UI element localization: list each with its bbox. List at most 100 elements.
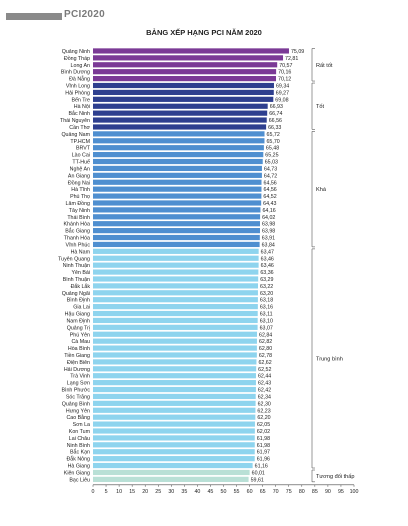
bar — [93, 456, 255, 462]
x-tick-label: 5 — [105, 489, 108, 495]
category-label: Cao Bằng — [66, 414, 90, 421]
data-label: 64,16 — [262, 208, 275, 214]
x-tick-label: 15 — [129, 489, 135, 495]
category-label: Tiền Giang — [64, 353, 90, 359]
data-label: 63,46 — [261, 263, 274, 269]
data-label: 63,91 — [262, 236, 275, 242]
category-label: Yên Bái — [71, 270, 90, 276]
data-label: 66,33 — [268, 125, 281, 131]
bar — [93, 179, 262, 185]
bar — [93, 449, 255, 455]
bar — [93, 428, 255, 434]
category-label: Hải Dương — [64, 367, 90, 373]
category-label: Sóc Trăng — [66, 394, 90, 400]
category-label: Bình Dương — [61, 70, 90, 76]
bar — [93, 152, 264, 158]
data-label: 75,09 — [291, 49, 304, 55]
category-label: Hà Tĩnh — [71, 187, 90, 193]
x-tick-label: 25 — [155, 489, 161, 495]
category-label: Ninh Thuận — [63, 263, 90, 269]
category-label: Hà Nội — [74, 104, 90, 110]
x-tick-label: 55 — [234, 489, 240, 495]
bar — [93, 221, 260, 227]
data-label: 64,52 — [263, 194, 276, 200]
data-label: 61,98 — [257, 443, 270, 449]
category-label: Bắc Kạn — [70, 449, 90, 456]
category-label: Quảng Ninh — [62, 49, 90, 55]
data-label: 59,61 — [251, 477, 264, 483]
category-label: Bạc Liêu — [69, 477, 90, 483]
data-label: 64,43 — [263, 201, 276, 207]
data-label: 65,48 — [266, 146, 279, 152]
category-label: Điện Biên — [67, 360, 90, 366]
data-label: 64,73 — [264, 166, 277, 172]
category-label: Bình Định — [67, 298, 90, 304]
category-label: Quảng Bình — [62, 401, 90, 407]
bar — [93, 103, 268, 109]
category-label: Quảng Trị — [67, 325, 90, 331]
bar — [93, 400, 256, 406]
x-tick-label: 80 — [299, 489, 305, 495]
bar — [93, 317, 258, 324]
bar — [93, 345, 257, 351]
category-label: Nghệ An — [70, 166, 90, 172]
data-label: 62,43 — [258, 381, 271, 387]
bar — [93, 324, 258, 330]
category-label: Sơn La — [73, 422, 90, 428]
category-label: BRVT — [76, 146, 91, 152]
data-label: 62,80 — [259, 346, 272, 352]
category-label: Quảng Ngãi — [62, 291, 90, 297]
bar — [93, 69, 277, 75]
category-label: Kon Tum — [69, 429, 91, 435]
category-label: Hà Nam — [71, 249, 91, 255]
data-label: 69,27 — [276, 90, 289, 96]
data-label: 66,56 — [269, 118, 282, 124]
category-label: Phú Thọ — [70, 194, 90, 200]
data-label: 65,03 — [265, 160, 278, 166]
x-tick-label: 50 — [221, 489, 227, 495]
data-label: 70,12 — [278, 77, 291, 83]
category-label: Bình Phước — [61, 388, 90, 394]
x-tick-label: 10 — [116, 489, 122, 495]
category-label: An Giang — [68, 173, 90, 179]
bar — [93, 380, 256, 386]
data-label: 63,11 — [260, 312, 273, 318]
category-label: Hòa Bình — [68, 346, 90, 352]
bar — [93, 241, 260, 248]
category-label: Hải Phòng — [65, 90, 90, 96]
bar — [93, 62, 278, 68]
data-label: 64,72 — [264, 173, 277, 179]
x-tick-label: 65 — [260, 489, 266, 495]
category-label: Bến Tre — [71, 97, 90, 103]
category-label: Long An — [71, 63, 90, 69]
bar — [93, 158, 263, 165]
bar — [93, 269, 259, 275]
data-label: 62,34 — [258, 394, 271, 400]
category-label: Hà Giang — [68, 464, 90, 470]
bar — [93, 248, 259, 254]
category-label: Kiên Giang — [64, 470, 90, 476]
data-label: 63,29 — [260, 277, 273, 283]
bar — [93, 214, 261, 220]
group-label: Rất tốt — [316, 63, 333, 69]
chart-title: BẢNG XẾP HẠNG PCI NĂM 2020 — [146, 28, 262, 37]
bar — [93, 276, 259, 282]
category-label: Thái Bình — [67, 215, 90, 221]
category-label: TP.HCM — [70, 139, 90, 145]
data-label: 72,81 — [285, 56, 298, 62]
category-label: Khánh Hòa — [63, 222, 90, 228]
x-tick-label: 30 — [168, 489, 174, 495]
category-label: Hưng Yên — [66, 408, 90, 414]
data-label: 62,84 — [259, 332, 272, 338]
bar — [93, 89, 274, 96]
category-label: Ninh Bình — [67, 443, 90, 449]
bar — [93, 82, 274, 89]
bar — [93, 366, 257, 372]
bar — [93, 290, 258, 296]
bar — [93, 386, 256, 393]
bar — [93, 255, 259, 261]
group-label: Khá — [316, 187, 327, 193]
category-label: Lào Cai — [72, 153, 90, 159]
category-label: Nam Định — [66, 318, 90, 324]
